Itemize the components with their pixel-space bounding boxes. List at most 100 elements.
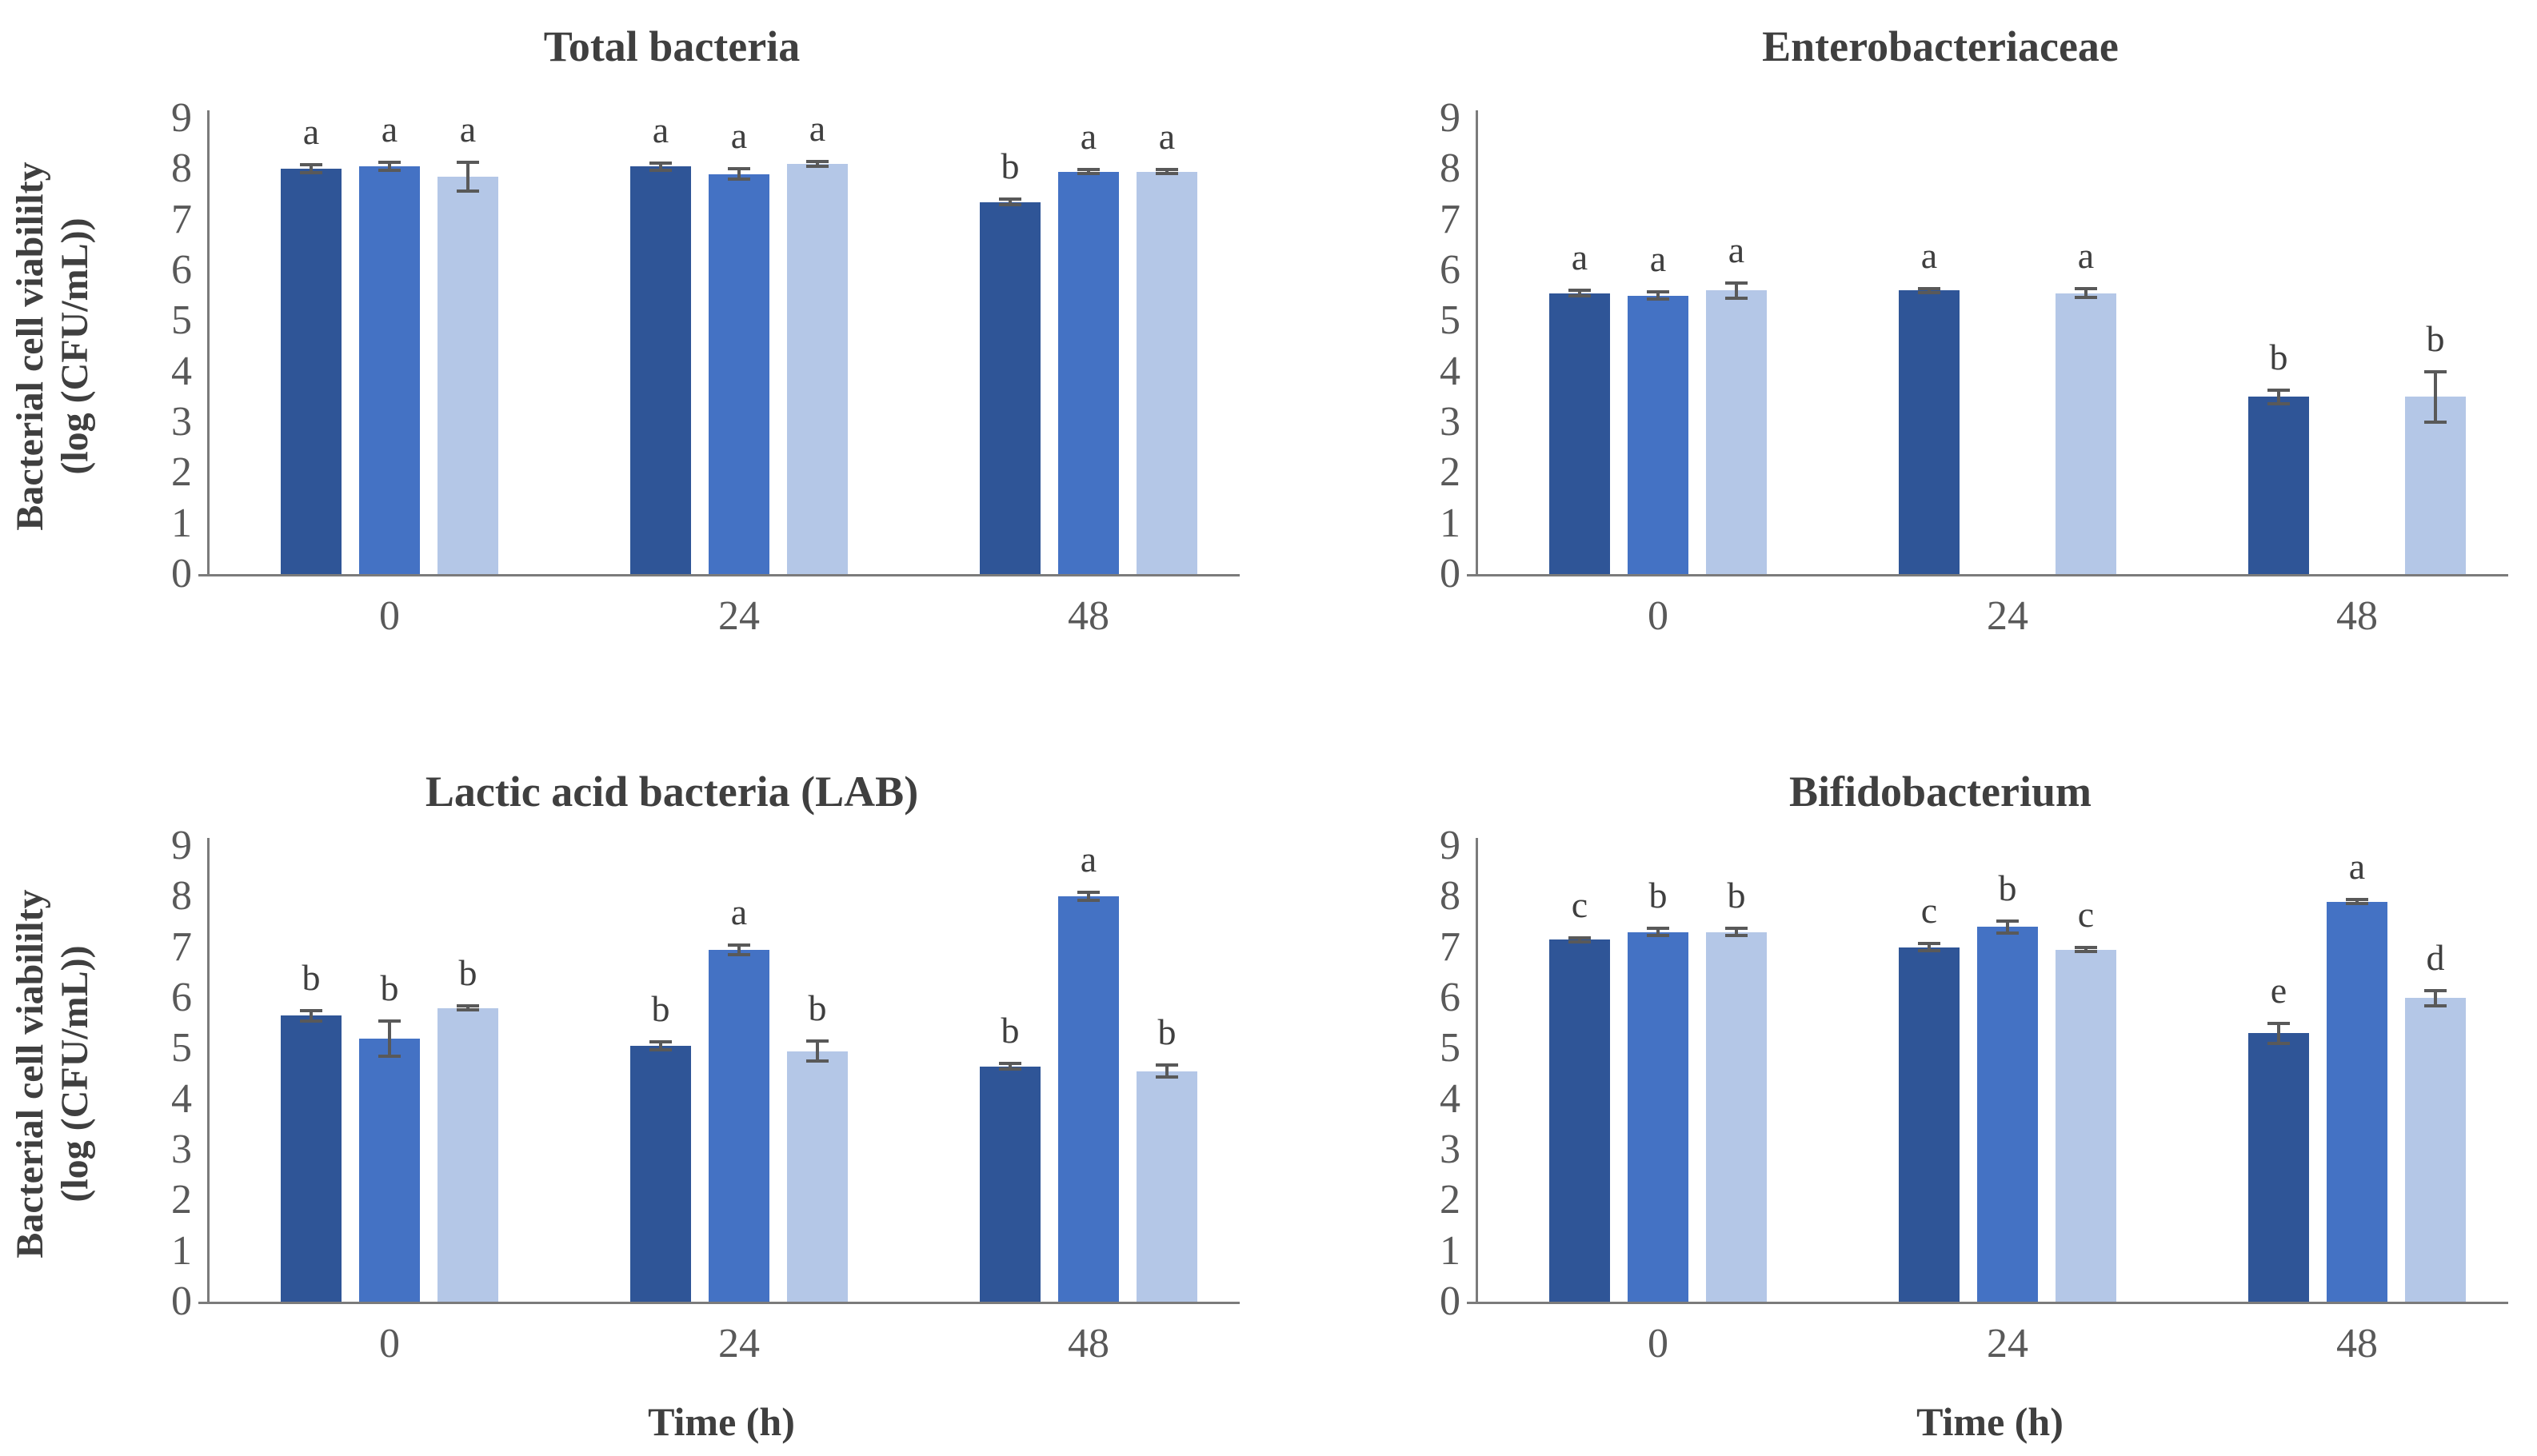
bar-light-blue-24h: [787, 164, 848, 574]
error-bar-cap: [1725, 281, 1748, 285]
error-bar-cap: [2424, 369, 2447, 373]
error-bar: [388, 1020, 391, 1056]
y-tick-label: 6: [1440, 975, 1460, 1020]
y-axis-title: Bacterial cell viabililty (log (CFU/mL)): [5, 846, 101, 1302]
chart-panel-total-bacteria: Total bacteria Bacterial cell viabililty…: [0, 0, 1268, 728]
y-tick-label: 4: [171, 348, 192, 394]
bar-dark-blue-0h: [1549, 293, 1610, 574]
error-bar-cap: [378, 1019, 401, 1023]
chart-panel-lactic-acid-bacteria: Lactic acid bacteria (LAB) Bacterial cel…: [0, 728, 1268, 1456]
error-bar-cap: [649, 1048, 672, 1052]
error-bar-cap: [2346, 898, 2368, 902]
error-bar-cap: [806, 1059, 829, 1063]
bar-light-blue-0h: [1706, 290, 1767, 574]
x-tick-label: 0: [379, 593, 400, 639]
bar-medium-blue-24h: [709, 949, 769, 1302]
y-tick-label: 0: [1440, 1278, 1460, 1324]
y-tick-label: 5: [1440, 297, 1460, 344]
x-axis-title: Time (h): [1916, 1399, 2064, 1444]
y-axis-title-line1: Bacterial cell viabililty: [9, 889, 51, 1259]
error-bar: [737, 944, 741, 955]
error-bar: [1165, 1065, 1169, 1078]
y-tick-label: 3: [171, 399, 192, 445]
error-bar-cap: [2424, 988, 2447, 992]
plot-area: 0 1 2 3 4 5 6 7 8 9 0 24 48 c c e b b a b c d: [1440, 823, 2508, 1366]
error-bar-cap: [457, 161, 479, 165]
sig-letter: c: [2077, 894, 2095, 935]
error-bar-cap: [999, 203, 1021, 207]
bar-dark-blue-24h: [630, 166, 691, 574]
sig-letter: b: [1001, 145, 1020, 186]
error-bar-cap: [1568, 289, 1591, 293]
x-axis-line: [1467, 574, 2508, 576]
error-bar: [466, 1006, 469, 1011]
error-bar-cap: [728, 178, 750, 181]
error-bar-cap: [1077, 167, 1100, 171]
error-bar: [2277, 1023, 2280, 1043]
y-axis-title-line2: (log (CFU/mL)): [54, 945, 96, 1203]
chart-title: Total bacteria: [543, 22, 801, 70]
bar-light-blue-48h: [2405, 998, 2466, 1302]
x-axis-line: [198, 574, 1240, 576]
error-bar-cap: [2075, 295, 2097, 299]
y-tick-label: 2: [1440, 1177, 1460, 1223]
plot-area: 0 1 2 3 4 5 6 7 8 9 0 24 48 a a b a a a a a a: [171, 95, 1240, 639]
y-tick-label: 3: [171, 1127, 192, 1172]
sig-letter: a: [730, 891, 748, 932]
error-bar-cap: [1568, 935, 1591, 939]
error-bar: [1165, 169, 1169, 174]
y-tick-label: 1: [171, 500, 192, 546]
error-bar-cap: [457, 189, 479, 193]
error-bar-cap: [1647, 927, 1669, 931]
error-bar-cap: [649, 1040, 672, 1044]
error-bar: [1578, 290, 1581, 296]
error-bar-cap: [300, 1008, 322, 1012]
y-tick-label: 3: [1440, 399, 1460, 445]
sig-letter: b: [458, 952, 477, 994]
chart-panel-enterobacteriaceae: Enterobacteriaceae 0 1 2 3 4 5 6 7 8 9 0 24 48 a a b a a a…: [1268, 0, 2537, 728]
sig-letter: b: [651, 988, 670, 1030]
error-bar: [1009, 198, 1012, 205]
error-bar: [2006, 920, 2009, 933]
bar-light-blue-0h: [437, 176, 498, 574]
error-bar-cap: [999, 1061, 1021, 1065]
sig-letter: a: [1571, 237, 1588, 278]
error-bar-cap: [1647, 934, 1669, 938]
error-bar: [2434, 990, 2437, 1006]
error-bar: [1928, 288, 1931, 293]
error-bar-cap: [1077, 172, 1100, 176]
bar-light-blue-24h: [2056, 949, 2116, 1302]
y-tick-label: 6: [171, 975, 192, 1020]
bar-medium-blue-0h: [1628, 931, 1688, 1302]
y-tick-label: 9: [171, 823, 192, 868]
bar-light-blue-48h: [1137, 1071, 1197, 1302]
sig-letter: b: [1001, 1009, 1020, 1051]
sig-letter: c: [1571, 884, 1588, 925]
y-axis-line: [1476, 110, 1478, 576]
bar-light-blue-24h: [2056, 293, 2116, 574]
error-bar-cap: [1996, 931, 2019, 935]
y-axis-title-text: Bacterial cell viabililty (log (CFU/mL)): [8, 90, 98, 602]
bar-dark-blue-0h: [281, 1015, 342, 1302]
y-tick-label: 4: [171, 1075, 192, 1122]
error-bar-cap: [1568, 939, 1591, 943]
error-bar-cap: [2424, 421, 2447, 424]
y-tick-label: 8: [171, 873, 192, 919]
error-bar-cap: [2424, 1003, 2447, 1007]
sig-letter: c: [1920, 890, 1938, 931]
error-bar-cap: [1077, 891, 1100, 895]
error-bar-cap: [806, 160, 829, 164]
y-tick-label: 5: [1440, 1025, 1460, 1071]
y-axis-title: Bacterial cell viabililty (log (CFU/mL)): [5, 118, 101, 574]
error-bar-cap: [1725, 296, 1748, 300]
x-tick-label: 48: [2336, 593, 2378, 639]
x-tick-label: 0: [1648, 1321, 1668, 1366]
error-bar: [2355, 900, 2359, 904]
x-tick-label: 0: [1648, 593, 1668, 639]
bar-light-blue-0h: [437, 1007, 498, 1302]
y-axis-title-text: Bacterial cell viabililty (log (CFU/mL)): [8, 818, 98, 1330]
bar-medium-blue-0h: [359, 166, 420, 574]
sig-letter: a: [730, 115, 748, 157]
error-bar-cap: [728, 167, 750, 171]
error-bar: [1656, 292, 1660, 300]
